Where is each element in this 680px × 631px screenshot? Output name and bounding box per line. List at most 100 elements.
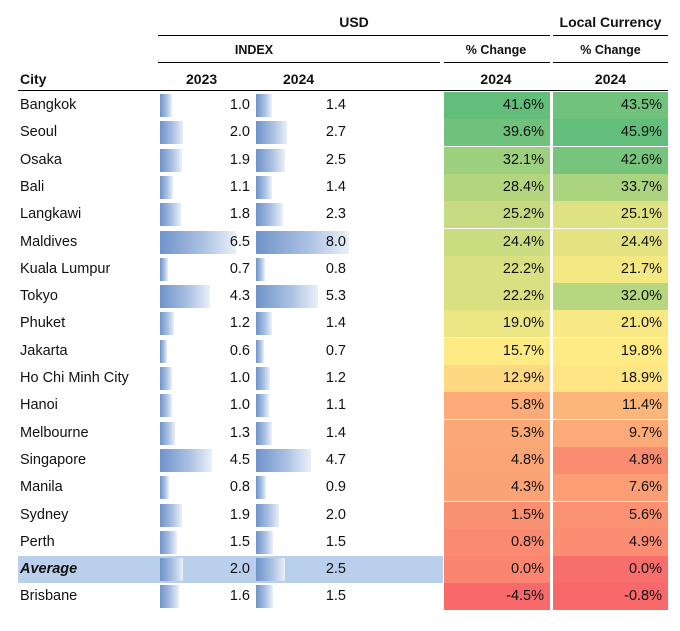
index-2024-header: 2024: [283, 71, 315, 87]
local-pct-change-cell: 25.1%: [553, 201, 668, 229]
usd-pct-change-cell: 4.3%: [444, 474, 550, 502]
index-2024-bar: [256, 476, 267, 500]
table-row: Maldives 6.5 8.0 24.4% 24.4%: [0, 228, 680, 256]
index-2023-bar-cell: [160, 257, 253, 281]
index-2024-value: 2.0: [325, 506, 346, 523]
index-2023-value: 0.8: [229, 479, 250, 496]
index-2024-bar-cell: [256, 448, 349, 472]
usd-pct-change-cell: 32.1%: [444, 146, 550, 174]
index-2024-bar: [256, 230, 349, 254]
index-2024-bar: [256, 367, 270, 390]
index-2024-value: 1.5: [325, 533, 346, 550]
index-2024-bar: [256, 503, 280, 527]
index-2024-value: 2.5: [325, 151, 346, 168]
index-2023-value: 1.1: [229, 178, 250, 195]
local-pct-change-cell: 0.0%: [553, 556, 668, 584]
index-2024-value: 1.4: [325, 97, 346, 113]
index-2023-bar: [160, 312, 174, 336]
index-2024-value: 1.2: [325, 370, 346, 386]
index-2023-bar: [160, 148, 183, 172]
local-pct-change-header: % Change: [580, 43, 641, 57]
index-2024-bar: [256, 339, 265, 363]
city-name: Perth: [20, 533, 55, 550]
table-row: Manila 0.8 0.9 4.3% 7.6%: [0, 474, 680, 502]
index-2023-bar-cell: [160, 230, 253, 254]
index-2024-bar-cell: [256, 421, 349, 445]
usd-pct-change-cell: 25.2%: [444, 201, 550, 229]
index-2023-bar-cell: [160, 585, 253, 609]
table-row: Phuket 1.2 1.4 19.0% 21.0%: [0, 310, 680, 338]
usd-2024-header: 2024: [480, 71, 512, 87]
index-2023-value: 1.3: [229, 424, 250, 441]
city-name: Phuket: [20, 315, 66, 332]
index-2023-bar: [160, 503, 183, 527]
index-2024-bar: [256, 121, 288, 145]
city-name: Osaka: [20, 151, 62, 168]
index-2023-bar-cell: [160, 476, 253, 500]
usd-pct-change-header: % Change: [465, 43, 527, 57]
index-2023-bar-cell: [160, 530, 253, 554]
index-2023-bar-cell: [160, 394, 253, 418]
usd-pct-change-cell: 5.3%: [444, 419, 550, 447]
table-header-rule: [18, 90, 668, 91]
index-2024-value: 1.4: [325, 178, 346, 195]
index-2024-bar: [256, 558, 286, 582]
local-pct-change-cell: 5.6%: [553, 501, 668, 529]
index-2024-value: 1.5: [325, 588, 346, 605]
usd-pct-change-cell: 0.0%: [444, 556, 550, 584]
city-name: Melbourne: [20, 424, 89, 441]
local-pct-change-cell: 45.9%: [553, 119, 668, 147]
local-header-rule: [553, 35, 668, 36]
table-row: Ho Chi Minh City 1.0 1.2 12.9% 18.9%: [0, 365, 680, 392]
index-2023-value: 2.0: [229, 124, 250, 141]
local-pct-change-cell: 42.6%: [553, 146, 668, 174]
index-2024-value: 2.3: [325, 206, 346, 223]
index-2024-bar: [256, 175, 273, 199]
index-2023-value: 1.8: [229, 206, 250, 223]
index-2024-bar-cell: [256, 339, 349, 363]
index-2023-value: 4.3: [229, 288, 250, 305]
index-2023-bar: [160, 367, 172, 390]
index-2023-bar-cell: [160, 421, 253, 445]
index-2024-bar-cell: [256, 203, 349, 227]
local-pct-change-cell: 33.7%: [553, 173, 668, 201]
index-2023-bar: [160, 448, 213, 472]
local-currency-header: Local Currency: [559, 14, 662, 30]
index-2024-bar-cell: [256, 230, 349, 254]
table-row: Bali 1.1 1.4 28.4% 33.7%: [0, 173, 680, 201]
index-2023-bar: [160, 257, 169, 281]
local-pct-change-cell: 19.8%: [553, 337, 668, 365]
index-2023-value: 0.7: [229, 260, 250, 277]
local-pct-change-cell: 4.8%: [553, 446, 668, 474]
table-row: Langkawi 1.8 2.3 25.2% 25.1%: [0, 201, 680, 229]
index-2024-bar-cell: [256, 312, 349, 336]
usd-pct-change-cell: 22.2%: [444, 255, 550, 283]
usd-pct-change-cell: 22.2%: [444, 283, 550, 311]
index-2024-bar: [256, 203, 283, 227]
index-2023-value: 2.0: [229, 561, 250, 578]
index-2024-bar: [256, 448, 311, 472]
index-2023-value: 6.5: [229, 233, 250, 250]
index-2024-bar: [256, 312, 273, 336]
local-pct-change-cell: 43.5%: [553, 92, 668, 119]
local-pct-change-cell: 18.9%: [553, 365, 668, 392]
usd-pct-change-cell: 12.9%: [444, 365, 550, 392]
usd-pct-change-cell: 41.6%: [444, 92, 550, 119]
index-2024-bar: [256, 257, 266, 281]
table-row: Perth 1.5 1.5 0.8% 4.9%: [0, 528, 680, 556]
index-2023-bar-cell: [160, 339, 253, 363]
city-name: Maldives: [20, 233, 78, 250]
city-name: Ho Chi Minh City: [20, 370, 129, 386]
local-pct-change-cell: 24.4%: [553, 228, 668, 256]
index-2024-bar-cell: [256, 121, 349, 145]
city-name: Kuala Lumpur: [20, 260, 111, 277]
usd-pct-change-cell: 24.4%: [444, 228, 550, 256]
index-2023-value: 1.9: [229, 151, 250, 168]
city-name: Brisbane: [20, 588, 78, 605]
index-2023-value: 1.5: [229, 533, 250, 550]
index-2024-value: 5.3: [325, 288, 346, 305]
index-2024-bar: [256, 94, 273, 117]
index-2023-bar-cell: [160, 312, 253, 336]
local-pct-change-cell: 11.4%: [553, 392, 668, 420]
table-row: Sydney 1.9 2.0 1.5% 5.6%: [0, 501, 680, 529]
